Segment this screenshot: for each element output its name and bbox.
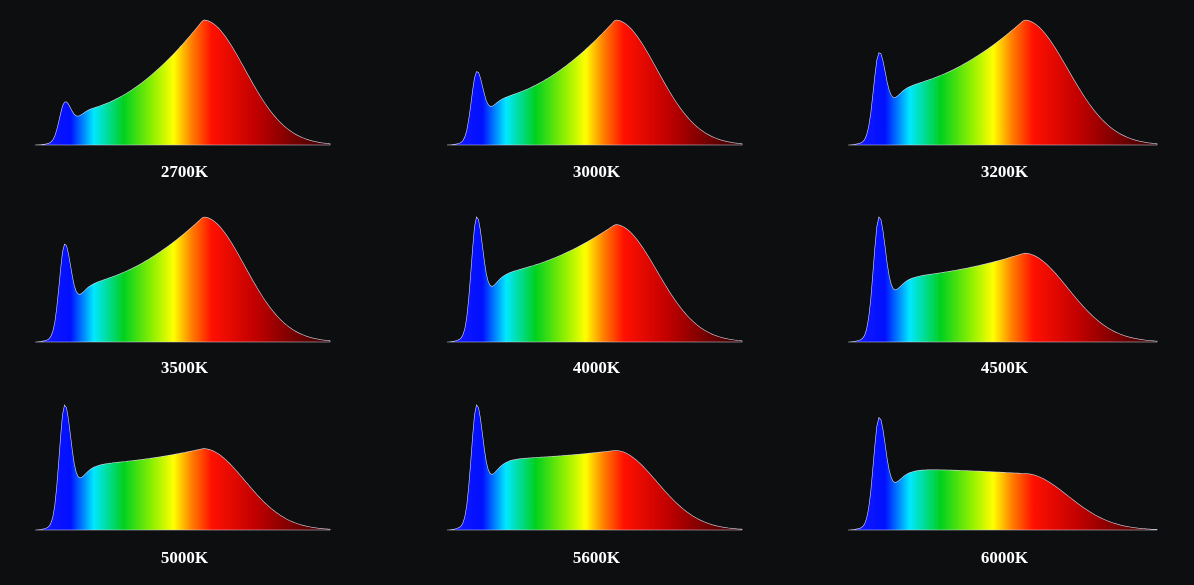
spectrum-curve — [847, 416, 1158, 531]
cct-label: 3000K — [573, 162, 621, 181]
spectrum-curve — [446, 216, 743, 343]
spectrum-curve — [34, 404, 331, 531]
spectrum-curve — [847, 216, 1158, 343]
cct-label: 5000K — [161, 548, 209, 567]
cct-label: 5600K — [573, 548, 621, 567]
cct-label: 6000K — [981, 548, 1029, 567]
cct-label: 4500K — [981, 358, 1029, 377]
cct-label: 3200K — [981, 162, 1029, 181]
spectrum-curve — [34, 19, 331, 146]
cct-label: 2700K — [161, 162, 209, 181]
cct-label: 3500K — [161, 358, 209, 377]
spectrum-curve — [34, 216, 331, 343]
cct-label: 4000K — [573, 358, 621, 377]
spectrum-curve — [446, 404, 743, 531]
spectrum-curve — [446, 19, 743, 146]
spectrum-curve — [847, 19, 1158, 146]
